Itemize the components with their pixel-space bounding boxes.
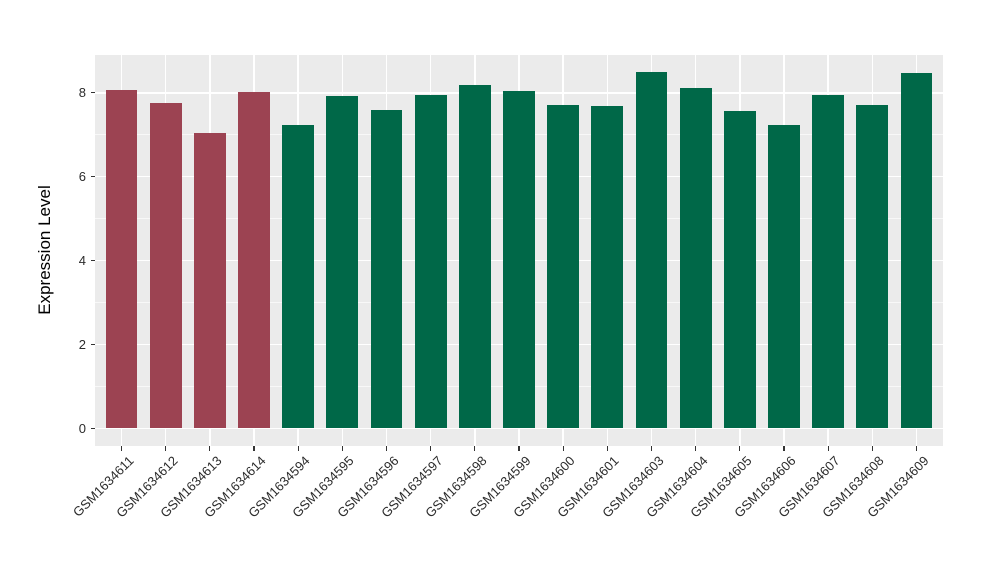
bar-GSM1634597 <box>414 94 447 429</box>
y-tick-mark <box>90 176 95 178</box>
bar-GSM1634614 <box>238 91 270 429</box>
bar-GSM1634599 <box>503 91 535 429</box>
bar-GSM1634607 <box>812 94 845 429</box>
bar-GSM1634596 <box>370 109 403 429</box>
x-tick-mark <box>695 446 697 451</box>
y-tick-label: 8 <box>78 85 86 101</box>
x-tick-mark <box>474 446 476 451</box>
bar-GSM1634608 <box>856 104 889 429</box>
bar-GSM1634601 <box>591 106 624 429</box>
y-tick-mark <box>90 259 95 262</box>
x-tick-mark <box>341 446 343 451</box>
x-tick-mark <box>739 446 741 451</box>
y-tick-label: 2 <box>78 336 86 352</box>
y-tick-label: 0 <box>78 420 86 436</box>
x-tick-mark <box>827 446 829 451</box>
y-tick-label: 6 <box>78 169 86 185</box>
x-tick-mark <box>650 446 653 451</box>
x-tick-mark <box>606 446 608 451</box>
x-tick-mark <box>430 446 432 451</box>
x-tick-mark <box>253 446 255 451</box>
x-tick-mark <box>562 446 564 451</box>
bar-GSM1634606 <box>768 125 800 429</box>
x-tick-mark <box>385 446 388 451</box>
plot-panel <box>95 55 943 446</box>
bar-GSM1634611 <box>105 90 138 429</box>
x-tick-mark <box>783 446 785 451</box>
x-tick-mark <box>209 446 211 451</box>
bar-GSM1634613 <box>193 133 226 429</box>
x-tick-mark <box>915 446 918 451</box>
y-tick-mark <box>90 427 95 429</box>
bar-GSM1634598 <box>458 84 491 429</box>
y-axis-title: Expression Level <box>35 185 54 315</box>
y-tick-mark <box>90 343 95 346</box>
bar-GSM1634600 <box>547 105 580 429</box>
x-tick-label: GSM1634609 <box>863 452 932 520</box>
y-tick-label: 4 <box>78 253 86 269</box>
bar-GSM1634594 <box>282 124 315 429</box>
x-tick-mark <box>871 446 873 451</box>
bar-GSM1634609 <box>900 72 933 429</box>
bar-GSM1634603 <box>635 72 668 429</box>
x-tick-mark <box>165 446 167 451</box>
bar-GSM1634612 <box>149 103 182 429</box>
bar-GSM1634605 <box>723 110 756 429</box>
x-tick-mark <box>120 446 123 451</box>
bar-GSM1634595 <box>326 96 359 429</box>
x-tick-mark <box>518 446 520 451</box>
bar-GSM1634604 <box>679 88 712 429</box>
x-tick-mark <box>297 446 299 451</box>
y-tick-mark <box>90 92 95 94</box>
